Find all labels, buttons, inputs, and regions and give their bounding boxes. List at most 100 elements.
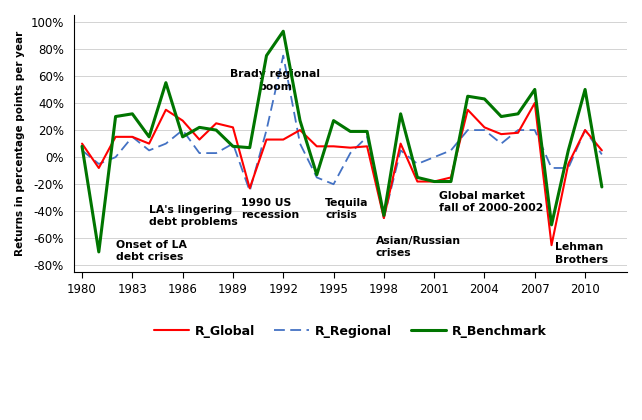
R_Regional xyxy=(548,165,555,171)
R_Regional xyxy=(564,165,572,171)
R_Regional xyxy=(296,141,304,146)
Line: R_Regional: R_Regional xyxy=(82,55,602,218)
R_Regional xyxy=(481,128,489,133)
R_Regional xyxy=(128,134,136,139)
R_Benchmark xyxy=(514,111,522,116)
R_Benchmark xyxy=(196,125,204,130)
R_Global xyxy=(397,141,404,146)
R_Benchmark xyxy=(279,29,287,34)
R_Global xyxy=(430,179,438,184)
Text: Onset of LA
debt crises: Onset of LA debt crises xyxy=(116,240,186,262)
Line: R_Benchmark: R_Benchmark xyxy=(82,31,602,252)
R_Global xyxy=(481,125,489,130)
R_Global xyxy=(78,141,86,146)
R_Benchmark xyxy=(162,80,169,85)
R_Benchmark xyxy=(481,97,489,102)
R_Benchmark xyxy=(598,184,605,189)
R_Benchmark xyxy=(78,144,86,149)
R_Benchmark xyxy=(145,134,153,139)
R_Regional xyxy=(196,151,204,156)
Text: Global market
fall of 2000-2002: Global market fall of 2000-2002 xyxy=(439,191,544,213)
R_Benchmark xyxy=(397,111,404,116)
R_Global xyxy=(95,165,103,171)
R_Benchmark xyxy=(430,179,438,184)
Text: Tequila
crisis: Tequila crisis xyxy=(325,198,369,220)
R_Regional xyxy=(112,155,119,160)
R_Global xyxy=(531,100,539,105)
R_Regional xyxy=(78,148,86,153)
R_Benchmark xyxy=(413,175,421,180)
R_Benchmark xyxy=(128,111,136,116)
R_Global xyxy=(347,145,354,150)
R_Benchmark xyxy=(380,213,388,218)
R_Regional xyxy=(531,128,539,133)
R_Global xyxy=(464,107,472,112)
R_Regional xyxy=(330,182,338,187)
R_Benchmark xyxy=(347,129,354,134)
R_Regional xyxy=(178,128,186,133)
R_Global xyxy=(413,179,421,184)
Text: Lehman
Brothers: Lehman Brothers xyxy=(555,242,608,265)
R_Regional xyxy=(347,151,354,156)
R_Global xyxy=(581,128,589,133)
R_Benchmark xyxy=(296,118,304,123)
R_Benchmark xyxy=(330,118,338,123)
R_Global xyxy=(598,148,605,153)
R_Regional xyxy=(464,128,472,133)
R_Global xyxy=(128,134,136,139)
R_Benchmark xyxy=(498,114,505,119)
R_Benchmark xyxy=(447,179,455,184)
R_Benchmark xyxy=(112,114,119,119)
Legend: R_Global, R_Regional, R_Benchmark: R_Global, R_Regional, R_Benchmark xyxy=(149,320,552,343)
R_Global xyxy=(514,130,522,135)
R_Regional xyxy=(397,148,404,153)
R_Global xyxy=(112,134,119,139)
R_Global xyxy=(263,137,270,142)
R_Regional xyxy=(246,189,254,194)
R_Regional xyxy=(413,161,421,166)
R_Global xyxy=(296,128,304,133)
R_Benchmark xyxy=(178,134,186,139)
R_Benchmark xyxy=(548,222,555,227)
R_Global xyxy=(330,144,338,149)
Text: LA's lingering
debt problems: LA's lingering debt problems xyxy=(149,205,238,227)
R_Regional xyxy=(229,141,237,146)
R_Regional xyxy=(313,175,320,180)
R_Benchmark xyxy=(246,145,254,150)
R_Global xyxy=(162,107,169,112)
R_Regional xyxy=(162,141,169,146)
R_Benchmark xyxy=(213,128,220,133)
Line: R_Global: R_Global xyxy=(82,103,602,245)
R_Benchmark xyxy=(313,172,320,177)
R_Regional xyxy=(95,161,103,166)
R_Regional xyxy=(447,148,455,153)
R_Benchmark xyxy=(363,129,371,134)
Text: Asian/Russian
crises: Asian/Russian crises xyxy=(376,236,460,258)
R_Global xyxy=(564,161,572,166)
R_Regional xyxy=(213,151,220,156)
R_Regional xyxy=(145,148,153,153)
R_Benchmark xyxy=(581,87,589,92)
Y-axis label: Returns in percentage points per year: Returns in percentage points per year xyxy=(15,31,25,256)
R_Regional xyxy=(363,134,371,139)
R_Regional xyxy=(279,53,287,58)
R_Global xyxy=(145,141,153,146)
R_Regional xyxy=(514,128,522,133)
R_Regional xyxy=(430,155,438,160)
R_Global xyxy=(363,144,371,149)
R_Regional xyxy=(380,215,388,220)
R_Benchmark xyxy=(95,249,103,255)
R_Regional xyxy=(581,128,589,133)
R_Global xyxy=(313,144,320,149)
R_Global xyxy=(229,125,237,130)
Text: Brady regional
boom: Brady regional boom xyxy=(230,69,320,92)
R_Global xyxy=(380,215,388,220)
R_Global xyxy=(447,175,455,180)
R_Regional xyxy=(498,141,505,146)
R_Global xyxy=(213,121,220,126)
R_Regional xyxy=(598,152,605,157)
Text: 1990 US
recession: 1990 US recession xyxy=(241,198,300,220)
R_Benchmark xyxy=(564,148,572,153)
R_Global xyxy=(246,186,254,191)
R_Global xyxy=(196,137,204,142)
